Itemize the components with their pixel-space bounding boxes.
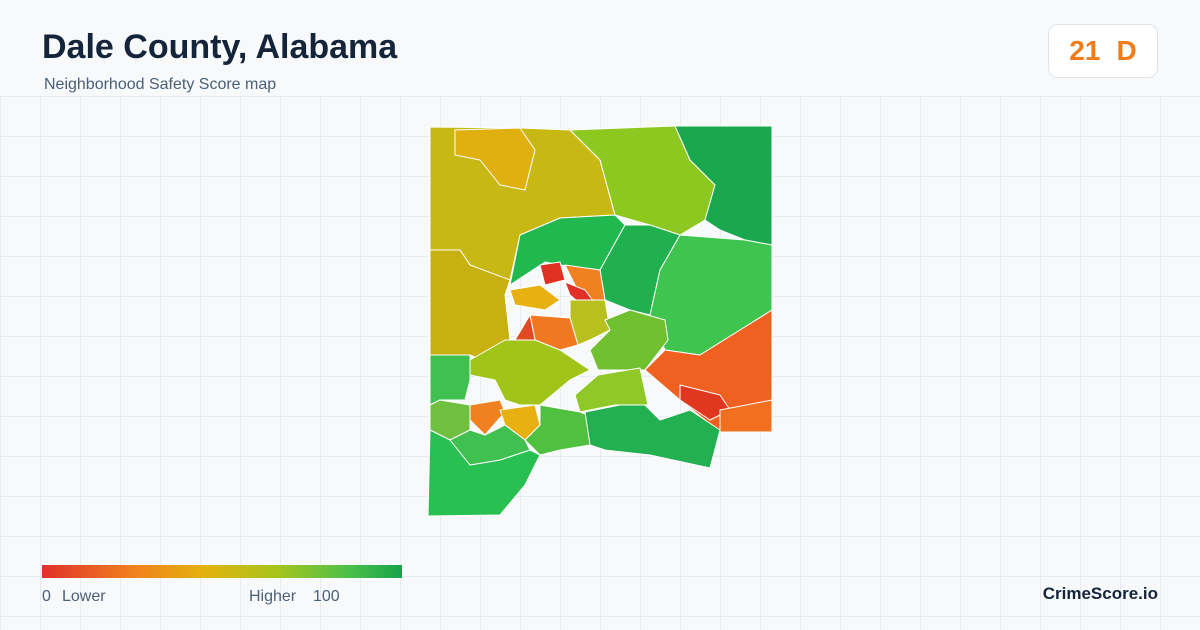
score-grade: D [1116, 35, 1137, 66]
header-background [0, 0, 1200, 96]
score-value: 21 [1069, 35, 1101, 66]
subtitle: Neighborhood Safety Score map [44, 76, 277, 93]
region [509, 284, 561, 311]
region [469, 399, 506, 436]
region [469, 339, 591, 406]
brand: CrimeScore.io [1042, 584, 1158, 603]
legend-max: 100 [313, 588, 340, 605]
region [429, 354, 471, 406]
legend-gradient [42, 565, 402, 578]
region [584, 404, 721, 469]
region [539, 261, 566, 286]
region [719, 399, 773, 433]
region [574, 367, 649, 413]
region [674, 125, 773, 246]
legend-min: 0 [42, 588, 51, 605]
legend-max-label: Higher [249, 588, 297, 605]
score-badge: 21 D [1048, 24, 1158, 78]
legend-min-label: Lower [62, 588, 106, 605]
regions [427, 125, 773, 517]
region [454, 127, 536, 191]
title: Dale County, Alabama [42, 28, 398, 66]
